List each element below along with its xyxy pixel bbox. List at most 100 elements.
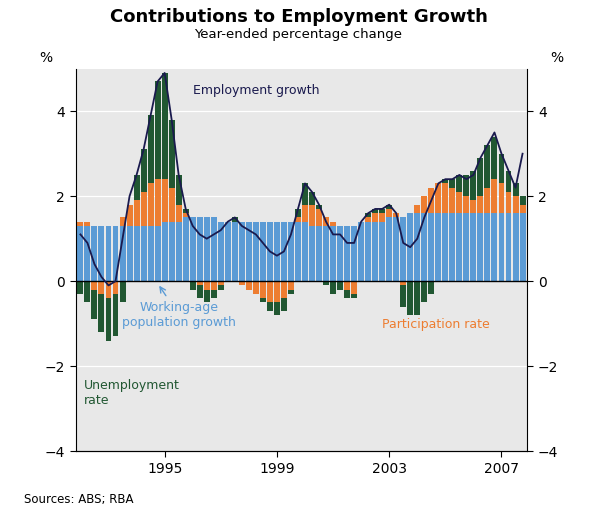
Bar <box>400 281 406 286</box>
Text: %: % <box>550 51 564 65</box>
Bar <box>414 205 420 213</box>
Text: Contributions to Employment Growth: Contributions to Employment Growth <box>110 8 487 26</box>
Bar <box>456 175 462 192</box>
Bar <box>162 179 168 222</box>
Bar <box>442 213 448 281</box>
Bar <box>358 222 364 281</box>
Bar <box>379 222 385 281</box>
Bar <box>351 226 357 281</box>
Bar <box>309 205 315 226</box>
Bar <box>302 222 308 281</box>
Bar <box>450 213 456 281</box>
Bar <box>513 213 519 281</box>
Bar <box>485 213 490 281</box>
Bar <box>379 213 385 222</box>
Bar <box>372 213 378 222</box>
Bar <box>323 226 329 281</box>
Text: Unemployment
rate: Unemployment rate <box>84 379 180 407</box>
Bar <box>344 226 350 281</box>
Bar <box>519 196 525 205</box>
Bar <box>106 298 112 341</box>
Bar <box>176 175 181 205</box>
Bar <box>450 179 456 188</box>
Bar <box>491 213 497 281</box>
Bar <box>106 226 112 281</box>
Bar <box>421 196 427 213</box>
Bar <box>470 213 476 281</box>
Bar <box>450 188 456 213</box>
Bar <box>141 192 147 226</box>
Bar <box>169 188 175 222</box>
Bar <box>239 222 245 281</box>
Bar <box>84 222 90 226</box>
Bar <box>463 175 469 196</box>
Bar <box>491 137 497 179</box>
Bar <box>498 213 504 281</box>
Bar <box>141 149 147 192</box>
Bar <box>190 218 196 281</box>
Bar <box>211 281 217 290</box>
Bar <box>204 281 210 290</box>
Bar <box>176 205 181 222</box>
Bar <box>513 183 519 196</box>
Bar <box>84 226 90 281</box>
Bar <box>119 226 125 281</box>
Bar <box>478 158 484 196</box>
Bar <box>246 222 252 281</box>
Bar <box>393 218 399 281</box>
Bar <box>456 213 462 281</box>
Bar <box>169 120 175 188</box>
Bar <box>506 192 512 213</box>
Text: Sources: ABS; RBA: Sources: ABS; RBA <box>24 493 133 506</box>
Bar <box>337 226 343 281</box>
Bar <box>119 281 125 303</box>
Bar <box>519 205 525 213</box>
Bar <box>204 218 210 281</box>
Bar <box>330 281 336 294</box>
Bar <box>134 226 140 281</box>
Bar <box>260 281 266 298</box>
Bar <box>386 218 392 281</box>
Bar <box>491 179 497 213</box>
Bar <box>428 188 434 213</box>
Bar <box>295 209 301 218</box>
Bar <box>84 281 90 303</box>
Bar <box>134 200 140 226</box>
Bar <box>478 196 484 213</box>
Bar <box>218 222 224 281</box>
Bar <box>99 294 104 332</box>
Bar <box>134 175 140 200</box>
Bar <box>302 183 308 205</box>
Bar <box>288 290 294 294</box>
Bar <box>506 213 512 281</box>
Bar <box>421 281 427 303</box>
Bar <box>281 298 287 311</box>
Bar <box>435 183 441 213</box>
Bar <box>99 226 104 281</box>
Bar <box>295 222 301 281</box>
Bar <box>288 281 294 290</box>
Bar <box>232 218 238 222</box>
Bar <box>435 213 441 281</box>
Text: Participation rate: Participation rate <box>382 318 490 331</box>
Bar <box>183 209 189 213</box>
Bar <box>183 218 189 281</box>
Bar <box>372 222 378 281</box>
Bar <box>309 226 315 281</box>
Bar <box>463 196 469 213</box>
Bar <box>428 281 434 294</box>
Bar <box>295 218 301 222</box>
Bar <box>323 281 329 286</box>
Bar <box>316 209 322 226</box>
Bar <box>323 218 329 226</box>
Bar <box>260 298 266 303</box>
Bar <box>246 281 252 290</box>
Bar <box>344 290 350 298</box>
Bar <box>78 226 84 281</box>
Bar <box>302 205 308 222</box>
Bar <box>91 290 97 319</box>
Bar <box>274 303 280 315</box>
Bar <box>351 281 357 294</box>
Bar <box>478 213 484 281</box>
Text: Year-ended percentage change: Year-ended percentage change <box>195 28 402 41</box>
